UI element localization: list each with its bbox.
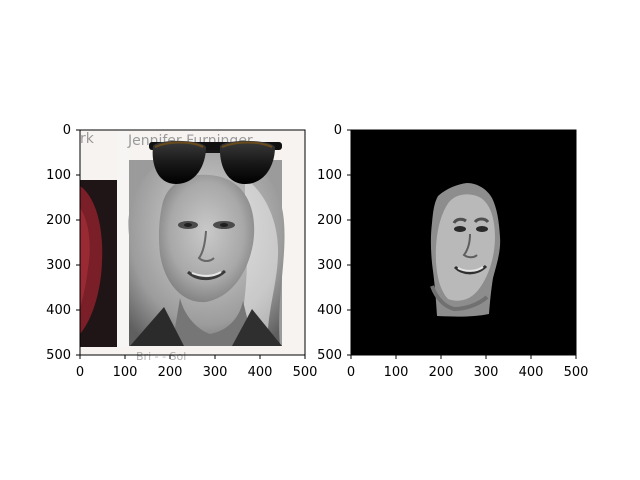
left-y-tick-label-1: 100	[46, 168, 71, 183]
right-x-tick-label-4: 400	[519, 365, 544, 380]
right-y-tick-label-1: 100	[317, 168, 342, 183]
right-x-axis: 0 100 200 300 400 500	[347, 355, 589, 380]
right-y-axis: 0 100 200 300 400 500	[317, 123, 351, 363]
left-x-tick-label-0: 0	[76, 365, 84, 380]
left-axes-frame	[79, 129, 306, 356]
left-y-tick-label-2: 200	[46, 213, 71, 228]
left-x-tick-label-3: 300	[203, 365, 228, 380]
left-y-tick-label-5: 500	[46, 348, 71, 363]
left-y-tick-label-3: 300	[46, 258, 71, 273]
left-y-axis: 0 100 200 300 400 500	[46, 123, 80, 363]
left-x-tick-label-5: 500	[293, 365, 318, 380]
left-y-tick-label-4: 400	[46, 303, 71, 318]
right-panel: 0 100 200 300 400 500 0 100 200 300 400 …	[317, 123, 588, 380]
left-x-axis: 0 100 200 300 400 500	[76, 355, 318, 380]
left-panel: Jennifer Furninger rk Bri - - Sol 0 100 …	[46, 123, 317, 380]
right-x-tick-label-0: 0	[347, 365, 355, 380]
photo-image	[80, 130, 305, 355]
left-side-caption: rk	[80, 131, 95, 147]
right-y-tick-label-2: 200	[317, 213, 342, 228]
right-x-tick-label-1: 100	[384, 365, 409, 380]
left-x-tick-label-1: 100	[113, 365, 138, 380]
right-y-tick-label-0: 0	[334, 123, 342, 138]
right-y-tick-label-3: 300	[317, 258, 342, 273]
right-y-tick-label-4: 400	[317, 303, 342, 318]
right-x-tick-label-5: 500	[564, 365, 589, 380]
right-axes-frame	[350, 129, 577, 356]
left-y-tick-label-0: 0	[63, 123, 71, 138]
right-y-tick-label-5: 500	[317, 348, 342, 363]
right-x-tick-label-2: 200	[429, 365, 454, 380]
left-bottom-caption: Bri - - Sol	[136, 350, 186, 363]
sunglasses-icon	[149, 140, 282, 184]
left-x-tick-label-4: 400	[248, 365, 273, 380]
right-x-tick-label-3: 300	[474, 365, 499, 380]
masked-face-image	[351, 130, 576, 355]
left-x-tick-label-2: 200	[158, 365, 183, 380]
